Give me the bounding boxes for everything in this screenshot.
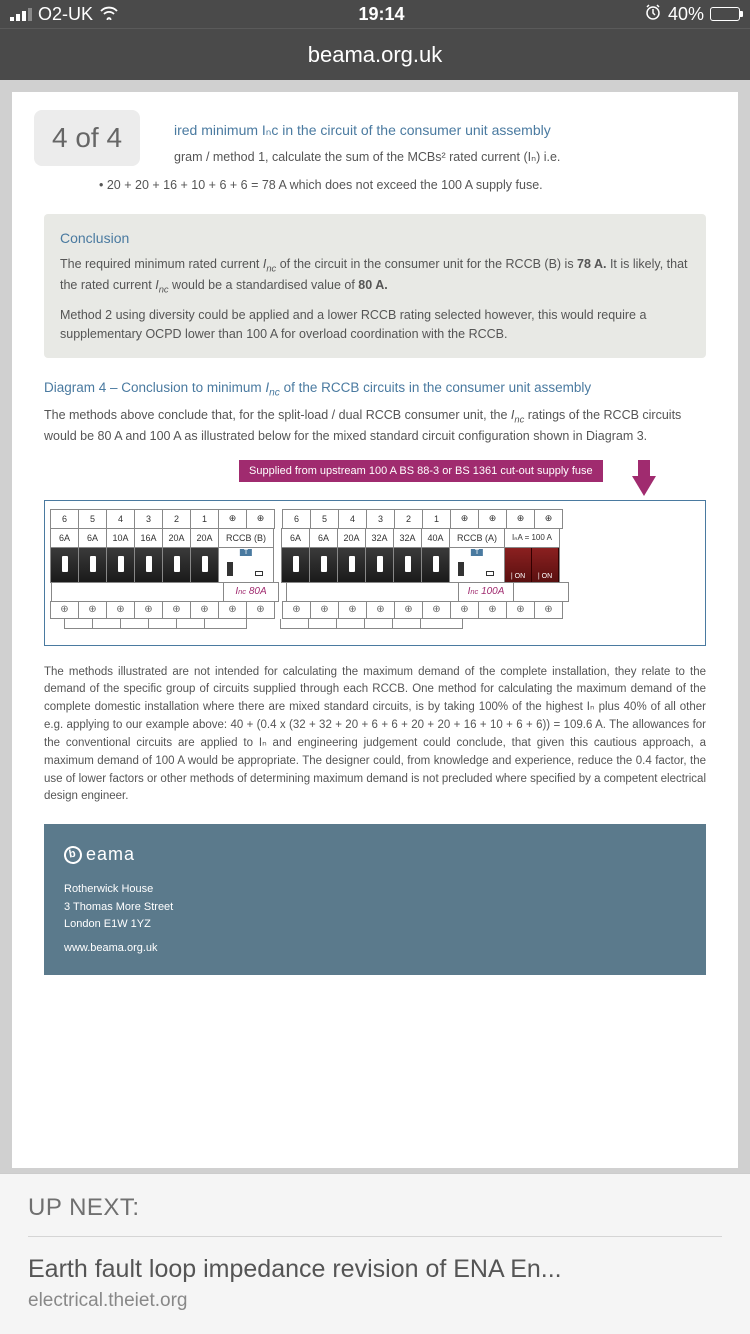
mcb-icon [309, 547, 338, 583]
rating-row: 6A 6A 10A 16A 20A 20A RCCB (B) 6A 6A 20A… [51, 528, 699, 548]
page-domain: beama.org.uk [308, 42, 443, 68]
footer-addr2: 3 Thomas More Street [64, 899, 686, 917]
beama-logo: beama [64, 840, 686, 869]
battery-pct: 40% [668, 4, 704, 25]
main-switch-icon: | ON| ON [504, 547, 560, 583]
supply-banner: Supplied from upstream 100 A BS 88-3 or … [239, 460, 603, 482]
terminal-row: ⊕⊕⊕⊕⊕⊕⊕⊕ ⊕⊕⊕⊕⊕⊕⊕⊕⊕⊕ [51, 601, 699, 619]
divider [28, 1236, 722, 1237]
wifi-icon [99, 4, 119, 25]
arrow-down-icon [632, 476, 656, 496]
supply-banner-wrap: Supplied from upstream 100 A BS 88-3 or … [44, 460, 706, 482]
up-next-label: UP NEXT: [28, 1194, 722, 1222]
mcb-icon [78, 547, 107, 583]
alarm-icon [644, 3, 662, 26]
conclusion-p1: The required minimum rated current Inc o… [60, 255, 690, 296]
mcb-icon [134, 547, 163, 583]
mcb-icon [106, 547, 135, 583]
diagram-title: Diagram 4 – Conclusion to minimum Inc of… [44, 380, 706, 399]
logo-icon: b [63, 844, 84, 865]
busbar-row [51, 619, 699, 631]
document-page: 4 of 4 ired minimum Iₙc in the circuit o… [12, 92, 738, 1168]
section-subtext: gram / method 1, calculate the sum of th… [174, 149, 706, 164]
section-heading: ired minimum Iₙc in the circuit of the c… [174, 122, 706, 139]
conclusion-p2: Method 2 using diversity could be applie… [60, 306, 690, 344]
battery-icon [710, 7, 740, 21]
mcb-icon [337, 547, 366, 583]
mcb-icon [50, 547, 79, 583]
up-next-domain: electrical.theiet.org [28, 1290, 722, 1312]
methods-paragraph: The methods illustrated are not intended… [44, 664, 706, 807]
conclusion-box: Conclusion The required minimum rated cu… [44, 214, 706, 358]
content-viewport[interactable]: 4 of 4 ired minimum Iₙc in the circuit o… [0, 80, 750, 1180]
way-number-row: 6 5 4 3 2 1 ⊕ ⊕ 6 5 4 3 2 1 ⊕ ⊕ ⊕ ⊕ [51, 509, 699, 529]
up-next-title[interactable]: Earth fault loop impedance revision of E… [28, 1255, 722, 1284]
up-next-panel[interactable]: UP NEXT: Earth fault loop impedance revi… [0, 1173, 750, 1334]
consumer-unit-diagram: 6 5 4 3 2 1 ⊕ ⊕ 6 5 4 3 2 1 ⊕ ⊕ ⊕ ⊕ [44, 500, 706, 646]
mcb-icon [190, 547, 219, 583]
page-count-badge: 4 of 4 [34, 110, 140, 166]
mcb-icon [421, 547, 450, 583]
diagram-intro: The methods above conclude that, for the… [44, 406, 706, 445]
footer-addr3: London E1W 1YZ [64, 916, 686, 934]
browser-nav-bar[interactable]: beama.org.uk [0, 28, 750, 80]
signal-icon [10, 7, 32, 21]
calc-bullet: 20 + 20 + 16 + 10 + 6 + 6 = 78 A which d… [99, 178, 706, 192]
mcb-icon [281, 547, 310, 583]
mcb-icon [393, 547, 422, 583]
status-bar: O2-UK 19:14 40% [0, 0, 750, 28]
conclusion-title: Conclusion [60, 228, 690, 249]
mcb-icon [162, 547, 191, 583]
carrier-label: O2-UK [38, 4, 93, 25]
device-row: T T | ON| ON [51, 547, 699, 583]
rccb-icon: T [218, 547, 274, 583]
document-footer: beama Rotherwick House 3 Thomas More Str… [44, 824, 706, 975]
footer-url: www.beama.org.uk [64, 940, 686, 958]
footer-addr1: Rotherwick House [64, 881, 686, 899]
rccb-icon: T [449, 547, 505, 583]
clock: 19:14 [358, 4, 404, 25]
mcb-icon [365, 547, 394, 583]
inc-label-row: Inc 80A Inc 100A [51, 582, 699, 602]
